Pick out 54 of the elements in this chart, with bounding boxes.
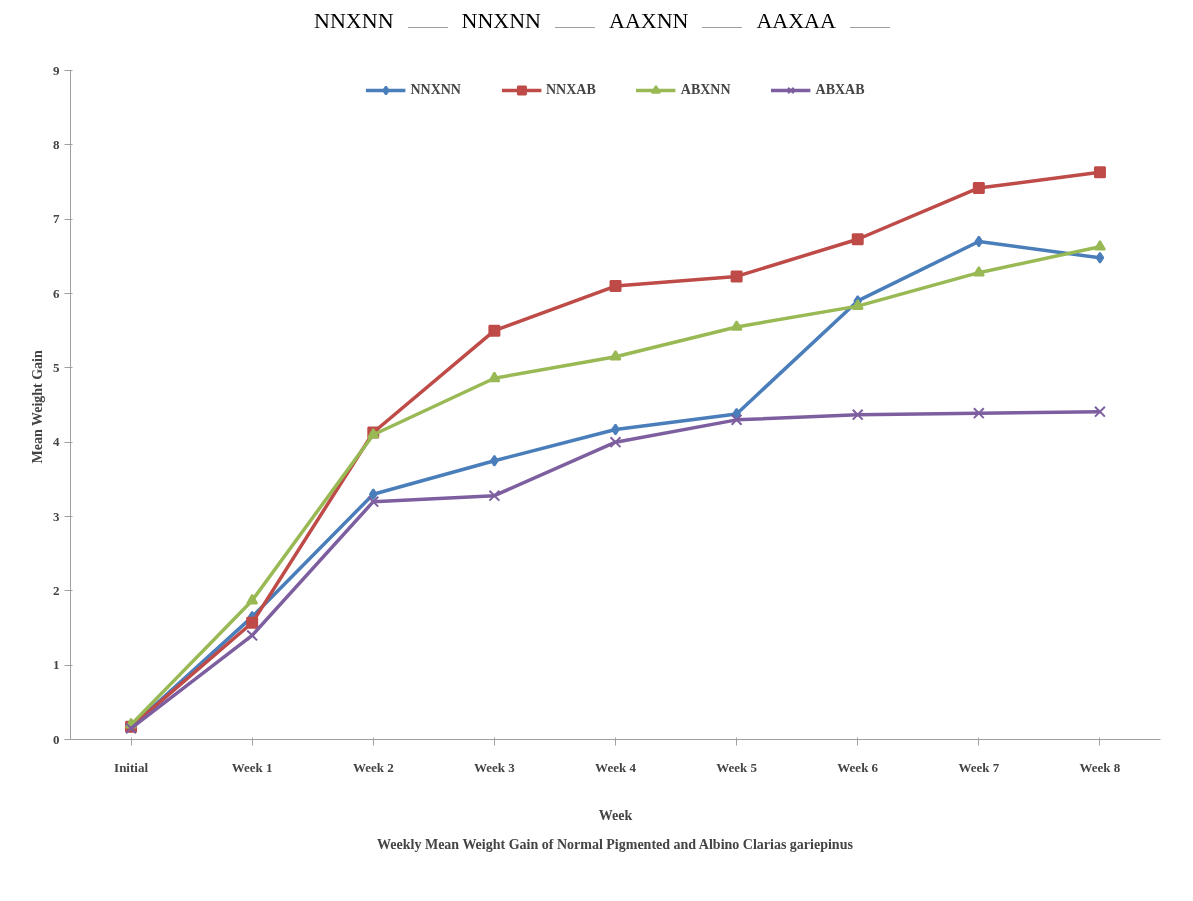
y-tick-label: 4 xyxy=(53,434,60,450)
x-tick-label: Week 6 xyxy=(837,759,879,775)
x-tick-label: Week 4 xyxy=(595,759,637,775)
point xyxy=(368,488,378,501)
y-tick-label: 3 xyxy=(53,508,60,524)
x-tick-label: Week 7 xyxy=(958,759,1000,775)
text: NNXNN xyxy=(460,7,542,35)
x-tick-label: Week 2 xyxy=(352,759,394,775)
point xyxy=(609,280,622,293)
y-tick-label: 2 xyxy=(53,582,60,598)
point xyxy=(1093,239,1106,251)
point xyxy=(1093,405,1106,418)
point xyxy=(851,299,864,311)
point xyxy=(851,408,864,421)
point xyxy=(974,235,984,248)
text: AAXAA xyxy=(755,7,837,35)
y-tick-label: 8 xyxy=(53,136,60,152)
text: Weekly Mean Weight Gain of Normal Pigmented and Albino Clarias gariepinus xyxy=(377,836,854,852)
text: AAXNN xyxy=(608,7,690,35)
point xyxy=(730,413,743,426)
text: NNXNN xyxy=(313,7,395,35)
y-tick-label: 6 xyxy=(53,285,60,301)
point xyxy=(488,324,501,337)
x-tick-label: Week 3 xyxy=(473,759,516,775)
y-tick-label: 0 xyxy=(53,731,60,747)
point xyxy=(609,349,622,361)
point xyxy=(488,489,501,502)
point xyxy=(851,233,864,246)
point xyxy=(488,371,501,383)
y-tick-label: 7 xyxy=(53,211,60,227)
point xyxy=(972,181,985,194)
legend-label: ABXNN xyxy=(680,82,731,98)
x-tick-label: Week 8 xyxy=(1079,759,1121,775)
point xyxy=(972,407,985,420)
point xyxy=(972,265,985,277)
point xyxy=(1095,251,1105,264)
legend-label: NNXNN xyxy=(410,82,461,98)
point xyxy=(609,436,622,449)
x-axis-title: Week xyxy=(598,807,633,823)
legend-label: NNXAB xyxy=(545,82,596,98)
x-tick-label: Week 1 xyxy=(231,759,273,775)
point xyxy=(246,616,259,629)
point xyxy=(367,495,380,508)
y-tick-label: 9 xyxy=(53,62,60,78)
point xyxy=(246,593,259,605)
point xyxy=(1093,166,1106,179)
point xyxy=(730,270,743,283)
y-tick-label: 5 xyxy=(53,359,60,375)
x-tick-label: Initial xyxy=(114,759,149,775)
point xyxy=(730,320,743,331)
y-tick-label: 1 xyxy=(53,657,60,673)
y-axis-title: Mean Weight Gain xyxy=(30,350,45,464)
legend-label: ABXAB xyxy=(815,82,865,98)
x-tick-label: Week 5 xyxy=(716,759,758,775)
